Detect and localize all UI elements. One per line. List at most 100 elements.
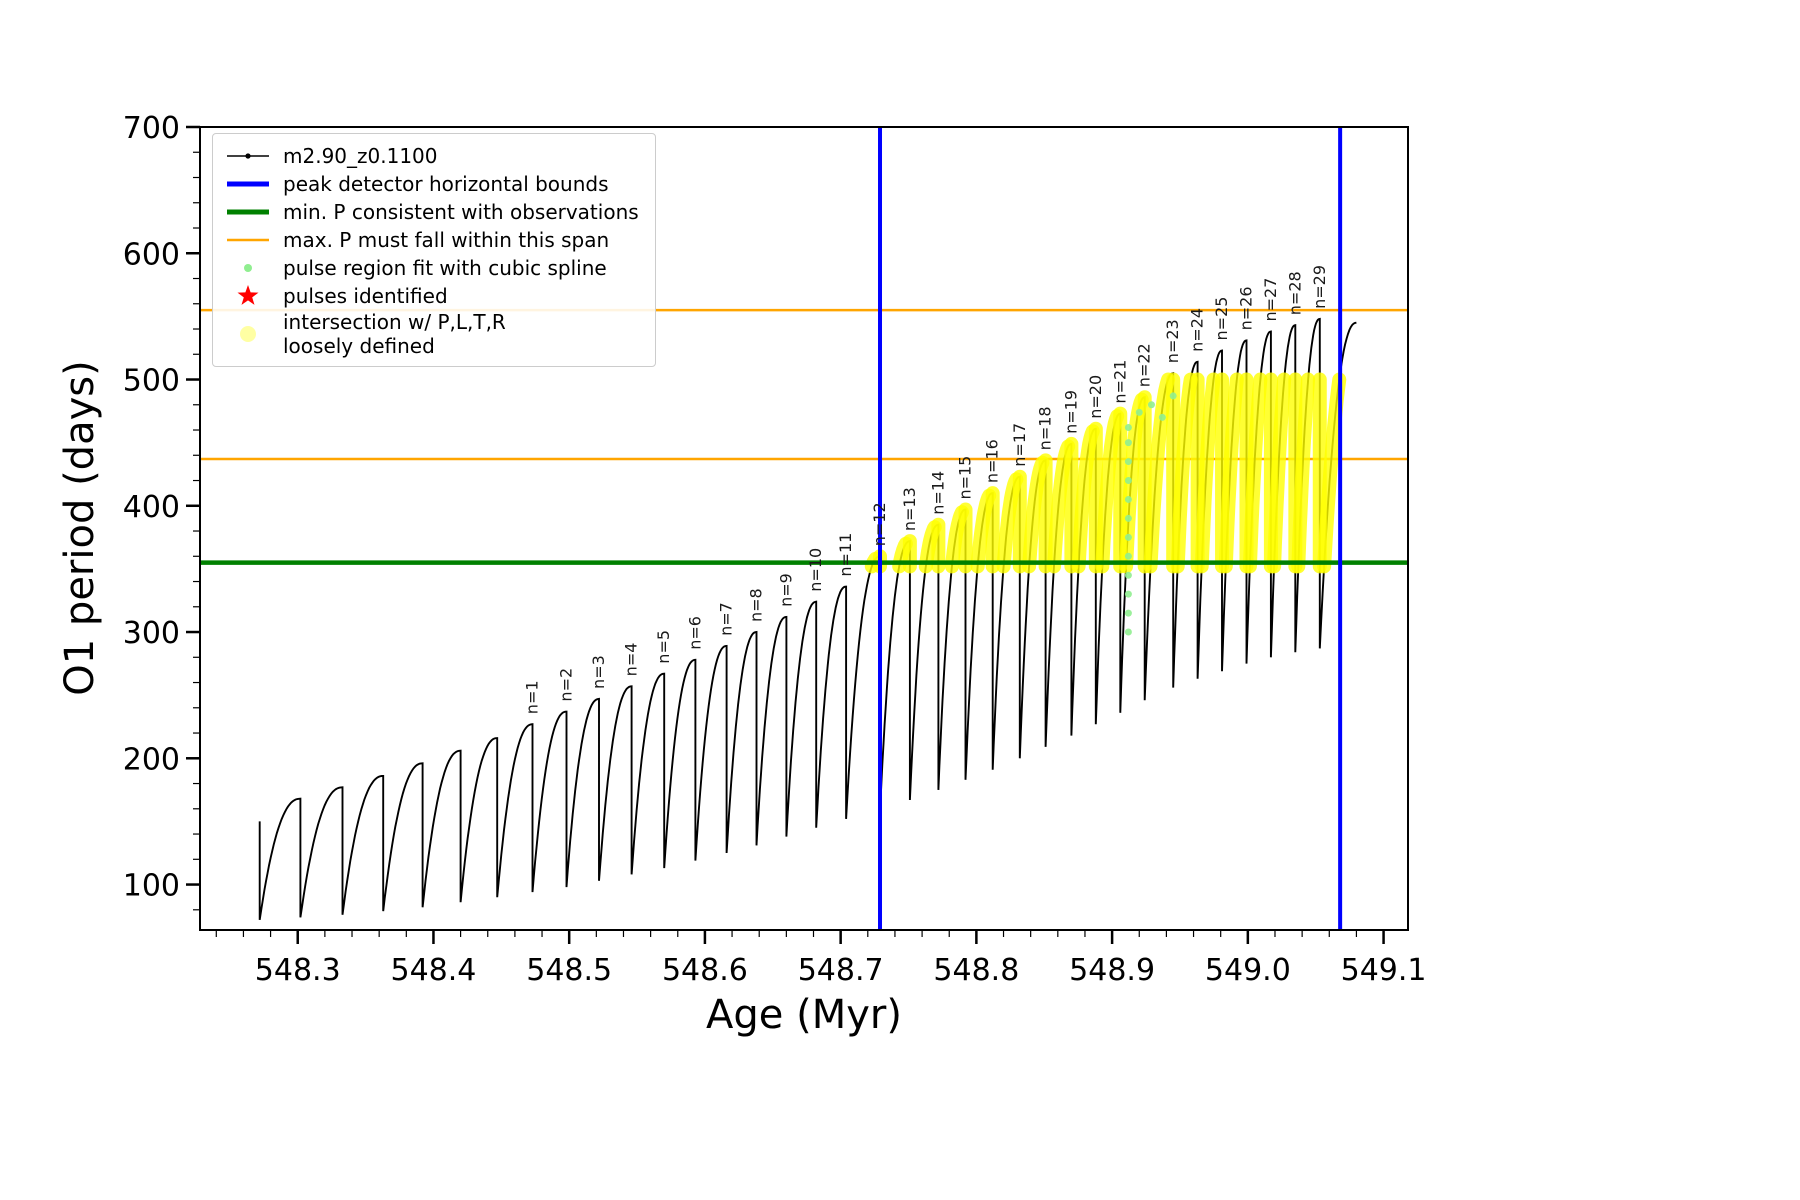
yellow-dot-icon [225, 323, 271, 345]
spline-fit-dot [1124, 439, 1132, 447]
y-tick-label: 500 [123, 364, 180, 399]
pulse-label-n25: n=25 [1212, 297, 1231, 341]
pulse-label-n11: n=11 [836, 533, 855, 577]
pulse-label-n7: n=7 [717, 602, 736, 636]
legend-label: peak detector horizontal bounds [283, 172, 609, 196]
pulse-label-n6: n=6 [685, 616, 704, 650]
axes-frame [199, 126, 1409, 931]
y-tick-label: 100 [123, 869, 180, 904]
spline-fit-dot [1124, 423, 1132, 431]
legend-item-series: m2.90_z0.1100 [225, 142, 639, 170]
intersection-flank [1143, 372, 1176, 574]
legend-item-max-period: max. P must fall within this span [225, 226, 639, 254]
pulse-label-n26: n=26 [1236, 286, 1255, 330]
intersection-flank [1242, 372, 1268, 574]
pulse-label-n8: n=8 [746, 588, 765, 622]
x-axis-label: Age (Myr) [706, 992, 902, 1038]
star-icon [225, 284, 271, 308]
intersection-flank [1267, 372, 1292, 574]
pulse-label-n3: n=3 [589, 655, 608, 689]
pulse-label-n29: n=29 [1310, 265, 1329, 309]
legend-label: max. P must fall within this span [283, 228, 610, 252]
green-dot-icon [225, 259, 271, 277]
y-tick-label: 700 [123, 111, 180, 146]
pulse-label-n20: n=20 [1086, 375, 1105, 419]
intersection-flank [1194, 372, 1221, 574]
orange-line-swatch [225, 231, 271, 249]
x-tick-label: 548.4 [391, 953, 477, 988]
pulse-label-n17: n=17 [1010, 423, 1029, 467]
legend-label: pulses identified [283, 284, 448, 308]
pulse-label-n22: n=22 [1135, 343, 1154, 387]
spline-fit-dot [1124, 609, 1132, 617]
x-tick-label: 548.3 [255, 953, 341, 988]
y-tick-label: 300 [123, 616, 180, 651]
y-tick-label: 400 [123, 490, 180, 525]
spline-fit-dot [1124, 514, 1132, 522]
intersection-flank [1218, 372, 1244, 574]
intersection-overlay [864, 372, 1347, 574]
pulse-label-n14: n=14 [928, 471, 947, 515]
pulse-label-n18: n=18 [1036, 406, 1055, 450]
spline-fit-dot [1158, 413, 1166, 421]
legend-label: intersection w/ P,L,T,R loosely defined [283, 310, 506, 358]
green-line-swatch [225, 203, 271, 221]
spline-fit-dot [1124, 590, 1132, 598]
spline-fit-dot [1169, 392, 1177, 400]
spline-fit-dot [1124, 458, 1132, 466]
legend-label: pulse region fit with cubic spline [283, 256, 607, 280]
spline-fit-dot [1124, 533, 1132, 541]
x-tick-label: 548.9 [1069, 953, 1155, 988]
pulse-label-n1: n=1 [523, 680, 542, 714]
pulse-number-labels: n=1 n=2 n=3 n=4 n=5 n=6 n=7 n=8 n=9 n=10 n=11 n=12 n… [523, 265, 1329, 714]
x-tick-label: 549.0 [1205, 953, 1291, 988]
legend-item-pulses: pulses identified [225, 282, 639, 310]
x-tick-label: 549.1 [1341, 953, 1427, 988]
spline-fit-dot [1135, 408, 1143, 416]
legend-label: m2.90_z0.1100 [283, 144, 438, 168]
intersection-flank [1291, 372, 1316, 574]
intersection-flank [1317, 372, 1347, 574]
spline-fit-dot [1124, 552, 1132, 560]
legend-item-intersection: intersection w/ P,L,T,R loosely defined [225, 310, 639, 358]
series-line-swatch [225, 147, 271, 165]
spline-fit-dot [1124, 477, 1132, 485]
spline-fit-dot [1124, 571, 1132, 579]
x-tick-label: 548.6 [662, 953, 748, 988]
x-tick-label: 548.8 [933, 953, 1019, 988]
x-tick-label: 548.7 [798, 953, 884, 988]
pulse-label-n13: n=13 [900, 487, 919, 531]
pulse-label-n5: n=5 [654, 630, 673, 664]
legend-item-min-period: min. P consistent with observations [225, 198, 639, 226]
y-tick-label: 600 [123, 237, 180, 272]
spline-fit-dot [1124, 628, 1132, 636]
legend-item-peak-bounds: peak detector horizontal bounds [225, 170, 639, 198]
y-tick-label: 200 [123, 742, 180, 777]
pulse-label-n23: n=23 [1163, 319, 1182, 363]
legend-label: min. P consistent with observations [283, 200, 639, 224]
pulse-label-n9: n=9 [776, 573, 795, 607]
x-tick-label: 548.5 [526, 953, 612, 988]
pulse-label-n24: n=24 [1188, 308, 1207, 352]
pulse-label-n16: n=16 [983, 439, 1002, 483]
spline-fit-dot [1147, 401, 1155, 409]
pulse-label-n2: n=2 [556, 668, 575, 702]
pulse-label-n27: n=27 [1261, 278, 1280, 322]
pulse-label-n12: n=12 [870, 502, 889, 546]
pulse-label-n19: n=19 [1061, 390, 1080, 434]
y-axis-label: O1 period (days) [57, 360, 103, 696]
pulse-label-n21: n=21 [1110, 360, 1129, 404]
pulse-label-n10: n=10 [806, 548, 825, 592]
spline-fit-points [1124, 392, 1177, 636]
legend: m2.90_z0.1100 peak detector horizontal b… [212, 133, 656, 367]
axis-ticks: 548.3 548.4 548.5 548.6 548.7 548.8 548.9 549.0… [123, 111, 1427, 988]
pulse-label-n4: n=4 [622, 643, 641, 677]
legend-item-spline-fit: pulse region fit with cubic spline [225, 254, 639, 282]
intersection-flank [1170, 372, 1198, 574]
pulse-label-n15: n=15 [956, 456, 975, 500]
blue-line-swatch [225, 175, 271, 193]
pulse-label-n28: n=28 [1285, 271, 1304, 315]
spline-fit-dot [1124, 495, 1132, 503]
